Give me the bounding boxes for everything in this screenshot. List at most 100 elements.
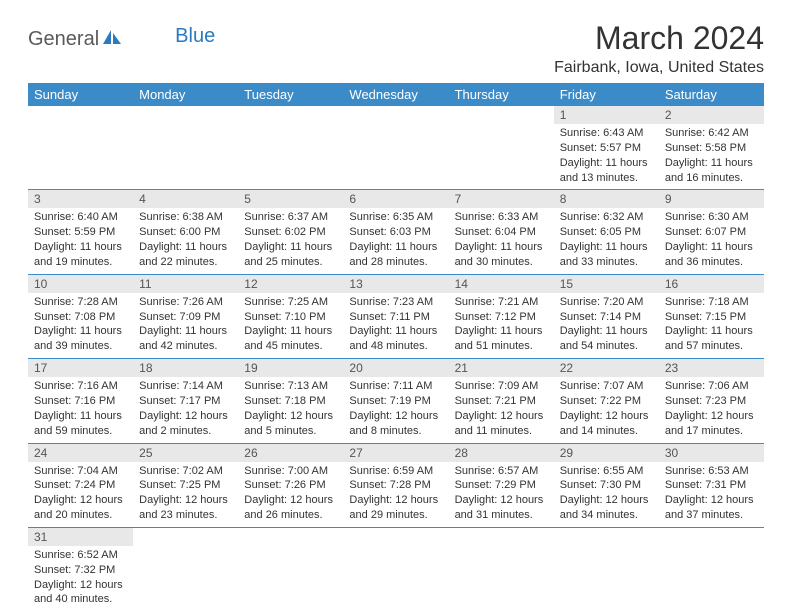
sunset-text: Sunset: 7:11 PM — [349, 310, 442, 325]
calendar-week-row: 3Sunrise: 6:40 AMSunset: 5:59 PMDaylight… — [28, 190, 764, 274]
day-data: Sunrise: 6:37 AMSunset: 6:02 PMDaylight:… — [238, 208, 343, 273]
daylight-text: Daylight: 12 hours and 34 minutes. — [560, 493, 653, 523]
day-data: Sunrise: 7:07 AMSunset: 7:22 PMDaylight:… — [554, 377, 659, 442]
day-number: 28 — [449, 444, 554, 462]
sunrise-text: Sunrise: 6:38 AM — [139, 210, 232, 225]
sunrise-text: Sunrise: 7:02 AM — [139, 464, 232, 479]
sunset-text: Sunset: 7:10 PM — [244, 310, 337, 325]
day-number: 6 — [343, 190, 448, 208]
day-data: Sunrise: 7:20 AMSunset: 7:14 PMDaylight:… — [554, 293, 659, 358]
day-data: Sunrise: 6:59 AMSunset: 7:28 PMDaylight:… — [343, 462, 448, 527]
day-data: Sunrise: 6:30 AMSunset: 6:07 PMDaylight:… — [659, 208, 764, 273]
day-number: 15 — [554, 275, 659, 293]
sunrise-text: Sunrise: 6:55 AM — [560, 464, 653, 479]
day-data: Sunrise: 7:26 AMSunset: 7:09 PMDaylight:… — [133, 293, 238, 358]
weekday-header: Thursday — [449, 83, 554, 106]
sunrise-text: Sunrise: 6:32 AM — [560, 210, 653, 225]
day-number-empty — [133, 528, 238, 546]
calendar-cell: 25Sunrise: 7:02 AMSunset: 7:25 PMDayligh… — [133, 443, 238, 527]
sunrise-text: Sunrise: 6:53 AM — [665, 464, 758, 479]
calendar-cell: 9Sunrise: 6:30 AMSunset: 6:07 PMDaylight… — [659, 190, 764, 274]
calendar-cell: 16Sunrise: 7:18 AMSunset: 7:15 PMDayligh… — [659, 274, 764, 358]
day-number: 26 — [238, 444, 343, 462]
daylight-text: Daylight: 12 hours and 20 minutes. — [34, 493, 127, 523]
day-number-empty — [554, 528, 659, 546]
sunrise-text: Sunrise: 6:30 AM — [665, 210, 758, 225]
sunset-text: Sunset: 7:29 PM — [455, 478, 548, 493]
calendar-cell: 24Sunrise: 7:04 AMSunset: 7:24 PMDayligh… — [28, 443, 133, 527]
day-data: Sunrise: 6:55 AMSunset: 7:30 PMDaylight:… — [554, 462, 659, 527]
day-data: Sunrise: 6:52 AMSunset: 7:32 PMDaylight:… — [28, 546, 133, 611]
day-number: 5 — [238, 190, 343, 208]
calendar-week-row: 17Sunrise: 7:16 AMSunset: 7:16 PMDayligh… — [28, 359, 764, 443]
calendar-header-row: SundayMondayTuesdayWednesdayThursdayFrid… — [28, 83, 764, 106]
sunset-text: Sunset: 6:07 PM — [665, 225, 758, 240]
sunrise-text: Sunrise: 7:13 AM — [244, 379, 337, 394]
sunrise-text: Sunrise: 6:37 AM — [244, 210, 337, 225]
calendar-cell: 18Sunrise: 7:14 AMSunset: 7:17 PMDayligh… — [133, 359, 238, 443]
sunrise-text: Sunrise: 6:43 AM — [560, 126, 653, 141]
calendar-cell — [133, 106, 238, 190]
sunrise-text: Sunrise: 6:57 AM — [455, 464, 548, 479]
calendar-cell — [449, 527, 554, 611]
calendar-cell: 22Sunrise: 7:07 AMSunset: 7:22 PMDayligh… — [554, 359, 659, 443]
day-number: 29 — [554, 444, 659, 462]
day-data: Sunrise: 7:13 AMSunset: 7:18 PMDaylight:… — [238, 377, 343, 442]
calendar-week-row: 10Sunrise: 7:28 AMSunset: 7:08 PMDayligh… — [28, 274, 764, 358]
daylight-text: Daylight: 11 hours and 54 minutes. — [560, 324, 653, 354]
daylight-text: Daylight: 11 hours and 39 minutes. — [34, 324, 127, 354]
sunset-text: Sunset: 7:08 PM — [34, 310, 127, 325]
calendar-cell: 6Sunrise: 6:35 AMSunset: 6:03 PMDaylight… — [343, 190, 448, 274]
day-number: 1 — [554, 106, 659, 124]
day-number: 19 — [238, 359, 343, 377]
day-number: 11 — [133, 275, 238, 293]
day-data: Sunrise: 6:57 AMSunset: 7:29 PMDaylight:… — [449, 462, 554, 527]
daylight-text: Daylight: 11 hours and 25 minutes. — [244, 240, 337, 270]
daylight-text: Daylight: 11 hours and 36 minutes. — [665, 240, 758, 270]
day-number: 24 — [28, 444, 133, 462]
calendar-cell — [554, 527, 659, 611]
weekday-header: Sunday — [28, 83, 133, 106]
daylight-text: Daylight: 11 hours and 51 minutes. — [455, 324, 548, 354]
month-title: March 2024 — [554, 20, 764, 57]
sail-icon — [101, 28, 123, 51]
daylight-text: Daylight: 11 hours and 28 minutes. — [349, 240, 442, 270]
daylight-text: Daylight: 12 hours and 5 minutes. — [244, 409, 337, 439]
day-number: 9 — [659, 190, 764, 208]
sunrise-text: Sunrise: 6:59 AM — [349, 464, 442, 479]
day-data: Sunrise: 7:25 AMSunset: 7:10 PMDaylight:… — [238, 293, 343, 358]
day-number-empty — [449, 528, 554, 546]
day-number-empty — [133, 106, 238, 124]
calendar-cell: 17Sunrise: 7:16 AMSunset: 7:16 PMDayligh… — [28, 359, 133, 443]
title-block: March 2024 Fairbank, Iowa, United States — [554, 20, 764, 77]
day-data: Sunrise: 7:02 AMSunset: 7:25 PMDaylight:… — [133, 462, 238, 527]
calendar-cell: 3Sunrise: 6:40 AMSunset: 5:59 PMDaylight… — [28, 190, 133, 274]
daylight-text: Daylight: 11 hours and 22 minutes. — [139, 240, 232, 270]
daylight-text: Daylight: 11 hours and 57 minutes. — [665, 324, 758, 354]
calendar-cell: 26Sunrise: 7:00 AMSunset: 7:26 PMDayligh… — [238, 443, 343, 527]
day-number: 23 — [659, 359, 764, 377]
sunrise-text: Sunrise: 6:35 AM — [349, 210, 442, 225]
sunset-text: Sunset: 7:16 PM — [34, 394, 127, 409]
sunrise-text: Sunrise: 7:23 AM — [349, 295, 442, 310]
sunrise-text: Sunrise: 7:26 AM — [139, 295, 232, 310]
sunrise-text: Sunrise: 7:18 AM — [665, 295, 758, 310]
day-number: 12 — [238, 275, 343, 293]
day-number: 13 — [343, 275, 448, 293]
sunset-text: Sunset: 7:28 PM — [349, 478, 442, 493]
day-number: 7 — [449, 190, 554, 208]
daylight-text: Daylight: 12 hours and 17 minutes. — [665, 409, 758, 439]
day-data: Sunrise: 6:38 AMSunset: 6:00 PMDaylight:… — [133, 208, 238, 273]
day-data: Sunrise: 6:53 AMSunset: 7:31 PMDaylight:… — [659, 462, 764, 527]
calendar-cell — [28, 106, 133, 190]
sunrise-text: Sunrise: 7:06 AM — [665, 379, 758, 394]
sunset-text: Sunset: 7:21 PM — [455, 394, 548, 409]
day-number: 30 — [659, 444, 764, 462]
sunset-text: Sunset: 7:09 PM — [139, 310, 232, 325]
day-data: Sunrise: 7:14 AMSunset: 7:17 PMDaylight:… — [133, 377, 238, 442]
daylight-text: Daylight: 12 hours and 31 minutes. — [455, 493, 548, 523]
daylight-text: Daylight: 12 hours and 2 minutes. — [139, 409, 232, 439]
day-data: Sunrise: 6:35 AMSunset: 6:03 PMDaylight:… — [343, 208, 448, 273]
logo: General Blue — [28, 28, 215, 51]
calendar-cell — [343, 527, 448, 611]
